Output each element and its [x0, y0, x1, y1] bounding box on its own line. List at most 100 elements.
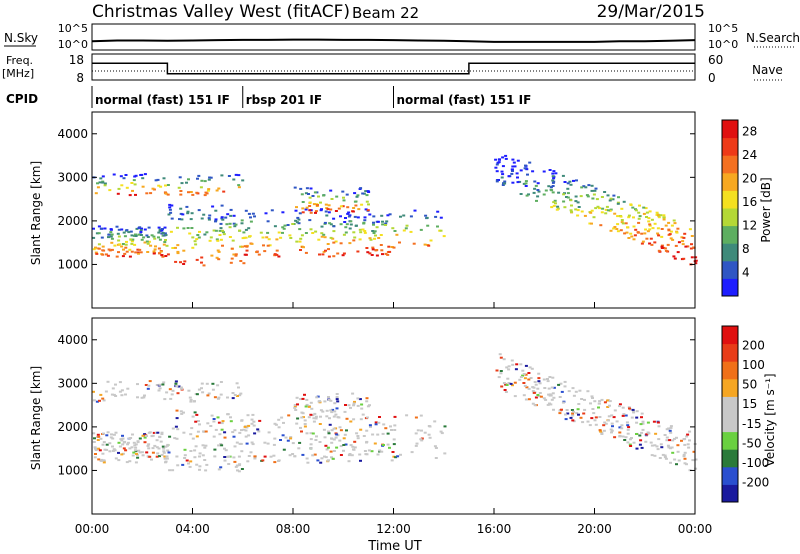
data-cell [97, 458, 101, 461]
data-cell [213, 396, 217, 399]
data-cell [136, 383, 139, 386]
data-cell [228, 222, 232, 225]
data-cell [638, 204, 641, 207]
data-cell [207, 178, 211, 181]
data-cell [220, 217, 224, 220]
data-cell [344, 404, 347, 406]
data-cell [193, 449, 197, 452]
data-cell [342, 199, 346, 202]
data-cell [291, 223, 295, 225]
data-cell [439, 216, 443, 219]
data-cell [101, 181, 105, 184]
colorbar-swatch [722, 190, 738, 209]
data-cell [690, 235, 694, 237]
data-cell [295, 206, 298, 209]
data-cell [180, 218, 184, 221]
data-cell [162, 447, 166, 450]
data-cell [150, 458, 153, 461]
data-cell [524, 373, 528, 376]
data-cell [372, 232, 376, 234]
data-cell [92, 236, 96, 239]
data-cell [345, 417, 349, 420]
data-cell [356, 397, 360, 400]
data-cell [374, 423, 378, 426]
colorbar-tick-label: 24 [742, 148, 757, 162]
data-cell [233, 460, 237, 463]
data-cell [161, 445, 165, 448]
data-cell [186, 210, 190, 213]
data-cell [247, 212, 251, 215]
data-cell [160, 254, 164, 257]
data-cell [548, 376, 552, 378]
data-cell [239, 260, 243, 262]
data-cell [608, 404, 611, 407]
data-cell [281, 226, 285, 229]
data-cell [164, 184, 167, 187]
data-cell [660, 244, 664, 247]
data-cell [366, 251, 370, 254]
data-cell [318, 441, 322, 443]
data-cell [130, 242, 134, 245]
data-cell [590, 222, 593, 225]
data-cell [176, 226, 179, 229]
data-cell [267, 431, 271, 434]
data-cell [588, 424, 592, 427]
data-cell [608, 209, 612, 212]
data-cell [213, 455, 217, 458]
data-cell [600, 211, 604, 214]
data-cell [182, 227, 186, 230]
data-cell [552, 408, 555, 411]
data-cell [552, 180, 556, 183]
data-cell [663, 434, 667, 436]
data-cell [277, 459, 281, 462]
data-cell [120, 245, 124, 248]
data-cell [582, 185, 586, 188]
data-cell [590, 189, 594, 192]
data-cell [137, 233, 141, 236]
data-cell [423, 243, 427, 246]
data-cell [144, 384, 148, 386]
data-cell [102, 441, 106, 444]
data-cell [348, 453, 352, 455]
data-cell [347, 404, 351, 407]
data-cell [440, 432, 444, 435]
data-cell [143, 433, 147, 436]
data-cell [262, 244, 265, 247]
data-cell [245, 426, 249, 429]
data-cell [98, 399, 101, 402]
data-cell [204, 430, 208, 433]
data-cell [232, 253, 236, 256]
data-cell [382, 423, 386, 426]
data-cell [122, 177, 126, 180]
data-cell [610, 422, 614, 425]
data-cell [497, 158, 501, 161]
data-cell [514, 368, 518, 371]
data-cell [92, 399, 96, 402]
data-cell [103, 184, 107, 187]
data-cell [419, 414, 423, 417]
data-cell [214, 209, 218, 212]
data-cell [247, 434, 251, 437]
data-cell [263, 250, 267, 253]
data-cell [117, 239, 121, 242]
data-cell [329, 450, 333, 453]
data-cell [330, 456, 333, 459]
data-cell [175, 437, 179, 440]
data-cell [274, 423, 278, 426]
colorbar-tick-label: 4 [742, 266, 750, 280]
data-cell [599, 430, 603, 433]
data-cell [429, 239, 433, 242]
data-cell [318, 423, 322, 425]
data-cell [102, 432, 105, 435]
data-cell [660, 235, 664, 238]
data-cell [335, 393, 339, 395]
data-cell [195, 435, 199, 438]
data-cell [591, 197, 595, 200]
data-cell [497, 376, 501, 379]
data-cell [358, 228, 362, 231]
data-cell [665, 436, 669, 439]
data-cell [323, 455, 326, 458]
data-cell [143, 228, 147, 231]
data-cell [129, 230, 133, 233]
y-tick-label: 1000 [57, 463, 88, 477]
